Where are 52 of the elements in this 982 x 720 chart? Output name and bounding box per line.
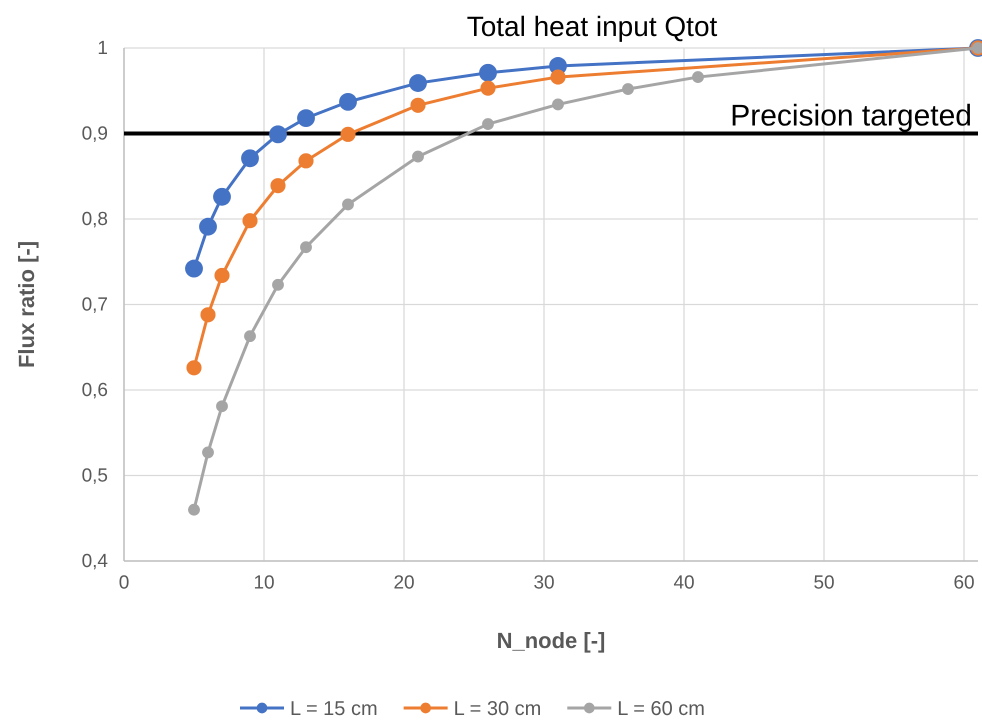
point	[412, 150, 424, 162]
point	[550, 70, 566, 85]
x-tick-label: 10	[253, 572, 275, 594]
x-tick-label: 20	[393, 572, 415, 594]
y-tick-label: 0,9	[82, 124, 108, 145]
x-tick-label: 30	[533, 572, 555, 594]
point	[340, 126, 356, 142]
legend-label: L = 60 cm	[617, 698, 705, 720]
y-tick-label: 0,6	[82, 380, 108, 402]
y-tick-label: 1	[97, 38, 108, 60]
point	[242, 213, 258, 228]
point	[298, 153, 314, 168]
point	[692, 71, 704, 83]
point	[214, 268, 230, 283]
y-tick-label: 0,4	[82, 551, 108, 572]
ref-line-label: Precision targeted	[730, 100, 972, 132]
x-tick-label: 40	[673, 572, 695, 594]
point	[188, 504, 200, 516]
y-tick-label: 0,8	[82, 209, 108, 230]
legend-label: L = 30 cm	[454, 698, 542, 720]
point	[185, 260, 203, 278]
point	[199, 218, 217, 236]
point	[216, 400, 228, 412]
x-tick-label: 60	[953, 572, 975, 594]
point	[300, 241, 312, 254]
point	[244, 330, 256, 342]
point	[202, 446, 214, 458]
point	[186, 360, 202, 376]
point	[479, 64, 497, 82]
point	[297, 109, 315, 128]
point	[410, 98, 426, 113]
point	[270, 178, 286, 194]
legend-label: L = 15 cm	[290, 698, 378, 720]
y-tick-label: 0,5	[82, 466, 108, 487]
point	[622, 83, 634, 95]
point	[200, 307, 216, 322]
y-tick-label: 0,7	[82, 294, 108, 316]
point	[213, 188, 231, 206]
point	[552, 98, 564, 110]
y-axis-title: Flux ratio [-]	[14, 240, 39, 368]
x-tick-label: 0	[118, 572, 130, 594]
point	[241, 149, 259, 168]
point	[272, 278, 284, 291]
point	[342, 198, 354, 210]
x-tick-label: 50	[813, 572, 835, 594]
point	[482, 118, 494, 130]
point	[409, 74, 427, 92]
chart-title: Total heat input Qtot	[466, 11, 718, 42]
x-axis-title: N_node [-]	[496, 628, 606, 653]
point	[339, 92, 357, 111]
point	[269, 125, 287, 144]
point	[480, 80, 496, 96]
